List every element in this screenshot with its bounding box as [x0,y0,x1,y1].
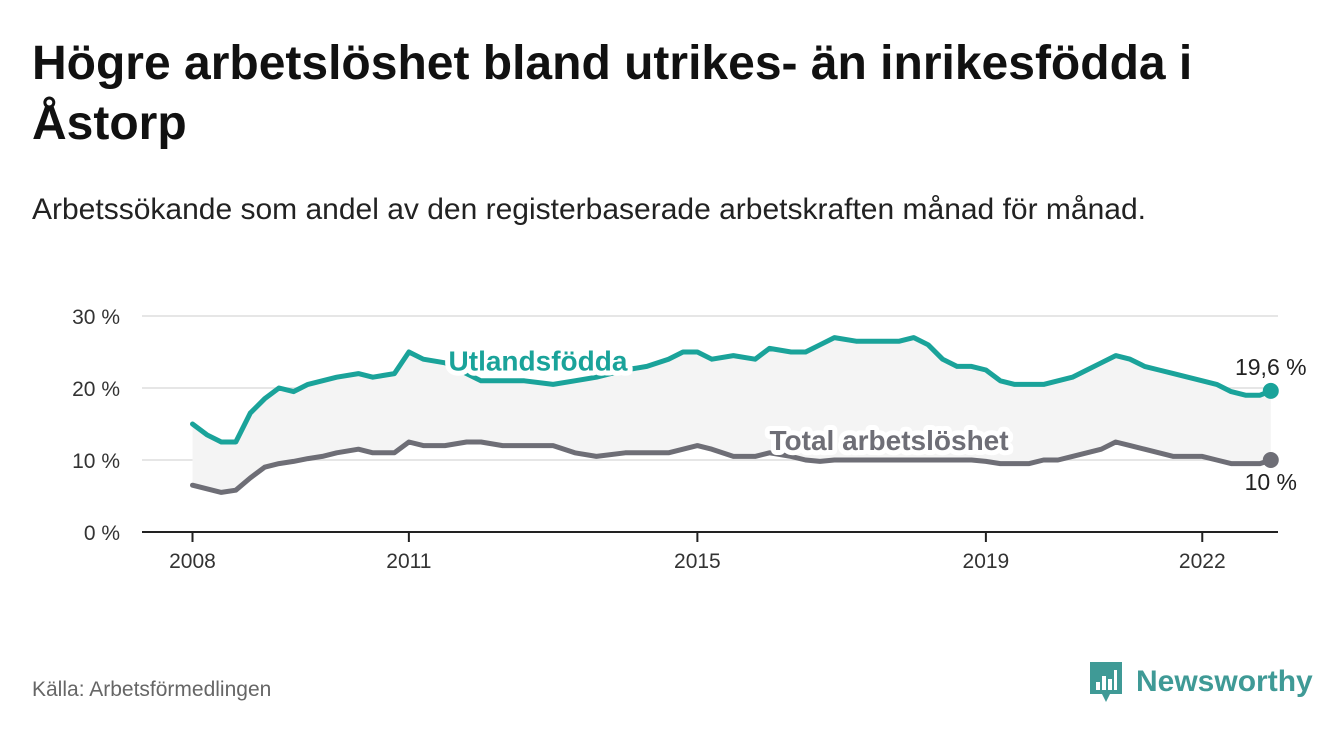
y-tick-label: 0 % [84,522,120,545]
source-note: Källa: Arbetsförmedlingen [32,678,272,701]
brand-name: Newsworthy [1136,665,1313,698]
series-label-utlandsfodda: Utlandsfödda [449,346,628,377]
series-line-utlandsfodda [190,335,1274,445]
x-tick-label: 2022 [1179,550,1226,573]
series-end-point-utlandsfodda [1262,382,1279,399]
x-tick-label: 2019 [963,550,1010,573]
series-line-total [190,439,1274,495]
series-label-total: Total arbetslöshet [770,425,1009,456]
chart-title: Högre arbetslöshet bland utrikes- än inr… [32,37,1193,150]
y-tick-label: 20 % [72,378,120,401]
end-value-label-total: 10 % [1245,469,1297,495]
x-tick-label: 2011 [386,550,431,573]
chart-subtitle: Arbetssökande som andel av den registerb… [32,193,1146,226]
series-labels: 19,6 %10 %UtlandsföddaUtlandsföddaTotal … [444,341,1307,495]
band-between-series [192,337,1271,493]
brand-logo[interactable]: Newsworthy [1088,660,1313,704]
x-axis-ticks: 2008 2011 2015 2019 2022 [169,532,1226,573]
series-label-utlandsfodda-halo: Utlandsfödda [449,346,628,377]
y-tick-label: 10 % [72,450,120,473]
line-chart: 2008 2011 2015 2019 2022 0 % 10 % 20 % 30 % 19,… [72,306,1307,573]
x-tick-label: 2008 [169,550,216,573]
series-label-total-halo: Total arbetslöshet [770,425,1009,456]
newsworthy-logo-icon [1090,662,1122,702]
end-value-label-utlandsfodda: 19,6 % [1235,354,1307,380]
series-end-point-total [1262,452,1279,468]
x-tick-label: 2015 [674,550,721,573]
y-tick-label: 30 % [72,306,120,329]
y-axis-ticks: 0 % 10 % 20 % 30 % [72,306,120,545]
